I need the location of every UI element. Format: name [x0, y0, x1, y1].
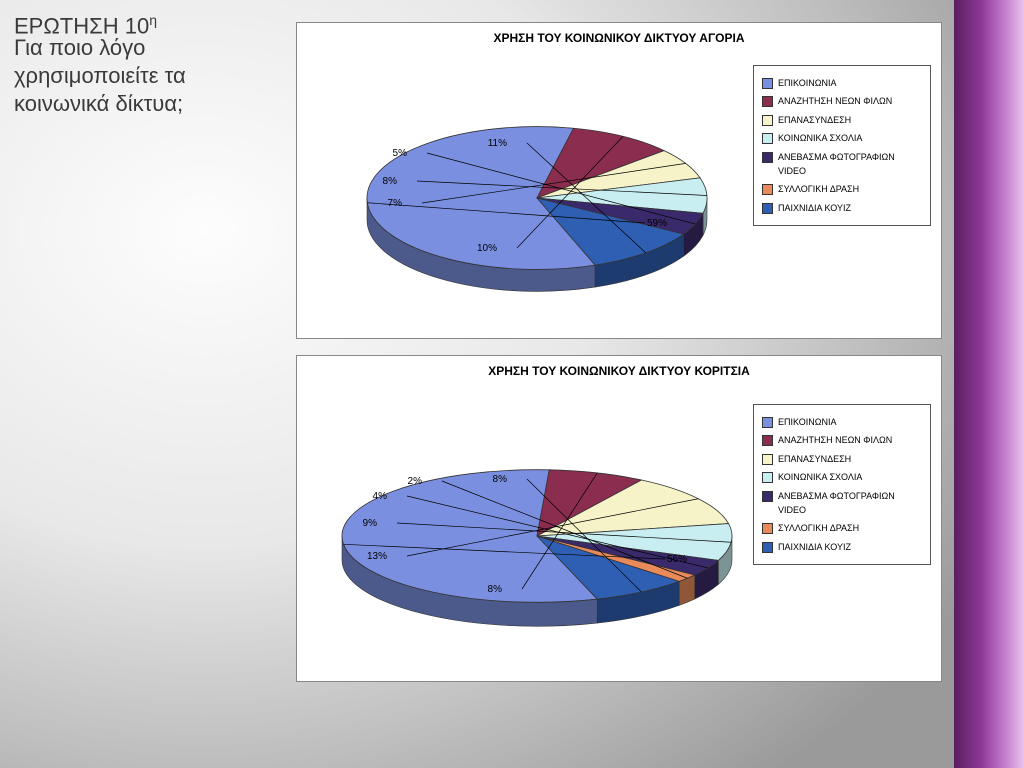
legend-item: ΑΝΑΖΗΤΗΣΗ ΝΕΩΝ ΦΙΛΩΝ — [762, 94, 922, 108]
legend-item: ΣΥΛΛΟΓΙΚΗ ΔΡΑΣΗ — [762, 182, 922, 196]
legend-label: ΕΠΙΚΟΙΝΩΝΙΑ — [778, 76, 836, 90]
question-number-suffix: η — [149, 12, 157, 28]
decorative-stripe — [954, 0, 1024, 768]
slide: ΕΡΩΤΗΣΗ 10η Για ποιο λόγο χρησιμοποιείτε… — [0, 0, 1024, 768]
legend-label: ΕΠΙΚΟΙΝΩΝΙΑ — [778, 415, 836, 429]
legend-swatch — [762, 417, 773, 428]
legend-label: ΕΠΑΝΑΣΥΝΔΕΣΗ — [778, 113, 851, 127]
slice-label: 4% — [373, 491, 388, 502]
legend-label: ΣΥΛΛΟΓΙΚΗ ΔΡΑΣΗ — [778, 182, 859, 196]
slice-label: 8% — [383, 176, 398, 187]
legend-swatch — [762, 133, 773, 144]
legend-item: ΕΠΑΝΑΣΥΝΔΕΣΗ — [762, 113, 922, 127]
question-text: Για ποιο λόγο χρησιμοποιείτε τα κοινωνικ… — [14, 34, 284, 118]
legend-swatch — [762, 203, 773, 214]
legend-item: ΑΝΑΖΗΤΗΣΗ ΝΕΩΝ ΦΙΛΩΝ — [762, 433, 922, 447]
slice-label: 56% — [667, 554, 687, 565]
legend-label: ΚΟΙΝΩΝΙΚΑ ΣΧΟΛΙΑ — [778, 131, 862, 145]
legend-swatch — [762, 523, 773, 534]
legend-item: ΑΝΕΒΑΣΜΑ ΦΩΤΟΓΡΑΦΙΩΝ VIDEO — [762, 489, 922, 518]
legend-label: ΣΥΛΛΟΓΙΚΗ ΔΡΑΣΗ — [778, 521, 859, 535]
legend-swatch — [762, 491, 773, 502]
legend-swatch — [762, 115, 773, 126]
legend-swatch — [762, 184, 773, 195]
legend-label: ΠΑΙΧΝΙΔΙΑ ΚΟΥΙΖ — [778, 540, 851, 554]
legend-item: ΠΑΙΧΝΙΔΙΑ ΚΟΥΙΖ — [762, 201, 922, 215]
legend-item: ΑΝΕΒΑΣΜΑ ΦΩΤΟΓΡΑΦΙΩΝ VIDEO — [762, 150, 922, 179]
slice-label: 7% — [388, 198, 403, 209]
legend-label: ΚΟΙΝΩΝΙΚΑ ΣΧΟΛΙΑ — [778, 470, 862, 484]
legend-swatch — [762, 454, 773, 465]
legend-swatch — [762, 472, 773, 483]
legend-label: ΑΝΑΖΗΤΗΣΗ ΝΕΩΝ ΦΙΛΩΝ — [778, 94, 892, 108]
legend-item: ΚΟΙΝΩΝΙΚΑ ΣΧΟΛΙΑ — [762, 131, 922, 145]
legend-label: ΑΝΕΒΑΣΜΑ ΦΩΤΟΓΡΑΦΙΩΝ VIDEO — [778, 489, 922, 518]
slice-label: 8% — [488, 584, 503, 595]
legend-item: ΕΠΙΚΟΙΝΩΝΙΑ — [762, 415, 922, 429]
legend: ΕΠΙΚΟΙΝΩΝΙΑ ΑΝΑΖΗΤΗΣΗ ΝΕΩΝ ΦΙΛΩΝ ΕΠΑΝΑΣΥΝΔ… — [753, 65, 931, 226]
legend-swatch — [762, 435, 773, 446]
slice-label: 2% — [408, 476, 423, 487]
legend-item: ΕΠΑΝΑΣΥΝΔΕΣΗ — [762, 452, 922, 466]
legend-item: ΕΠΙΚΟΙΝΩΝΙΑ — [762, 76, 922, 90]
legend-label: ΕΠΑΝΑΣΥΝΔΕΣΗ — [778, 452, 851, 466]
chart-panel-boys: ΧΡΗΣΗ ΤΟΥ ΚΟΙΝΩΝΙΚΟΥ ΔΙΚΤΥΟΥ ΑΓΟΡΙΑ 59%1… — [296, 22, 942, 339]
legend-label: ΑΝΑΖΗΤΗΣΗ ΝΕΩΝ ΦΙΛΩΝ — [778, 433, 892, 447]
legend-item: ΠΑΙΧΝΙΔΙΑ ΚΟΥΙΖ — [762, 540, 922, 554]
legend-label: ΠΑΙΧΝΙΔΙΑ ΚΟΥΙΖ — [778, 201, 851, 215]
legend-swatch — [762, 152, 773, 163]
legend-item: ΚΟΙΝΩΝΙΚΑ ΣΧΟΛΙΑ — [762, 470, 922, 484]
legend-item: ΣΥΛΛΟΓΙΚΗ ΔΡΑΣΗ — [762, 521, 922, 535]
slice-label: 8% — [493, 474, 508, 485]
slice-label: 13% — [367, 551, 387, 562]
legend-swatch — [762, 78, 773, 89]
legend: ΕΠΙΚΟΙΝΩΝΙΑ ΑΝΑΖΗΤΗΣΗ ΝΕΩΝ ΦΙΛΩΝ ΕΠΑΝΑΣΥΝΔ… — [753, 404, 931, 565]
legend-swatch — [762, 96, 773, 107]
chart-panel-girls: ΧΡΗΣΗ ΤΟΥ ΚΟΙΝΩΝΙΚΟΥ ΔΙΚΤΥΟΥ ΚΟΡΙΤΣΙΑ 56… — [296, 355, 942, 682]
slice-label: 10% — [477, 243, 497, 254]
slice-label: 11% — [488, 138, 507, 149]
slice-label: 5% — [393, 148, 408, 159]
legend-label: ΑΝΕΒΑΣΜΑ ΦΩΤΟΓΡΑΦΙΩΝ VIDEO — [778, 150, 922, 179]
legend-swatch — [762, 542, 773, 553]
slice-label: 9% — [363, 518, 378, 529]
slice-label: 59% — [647, 218, 667, 229]
